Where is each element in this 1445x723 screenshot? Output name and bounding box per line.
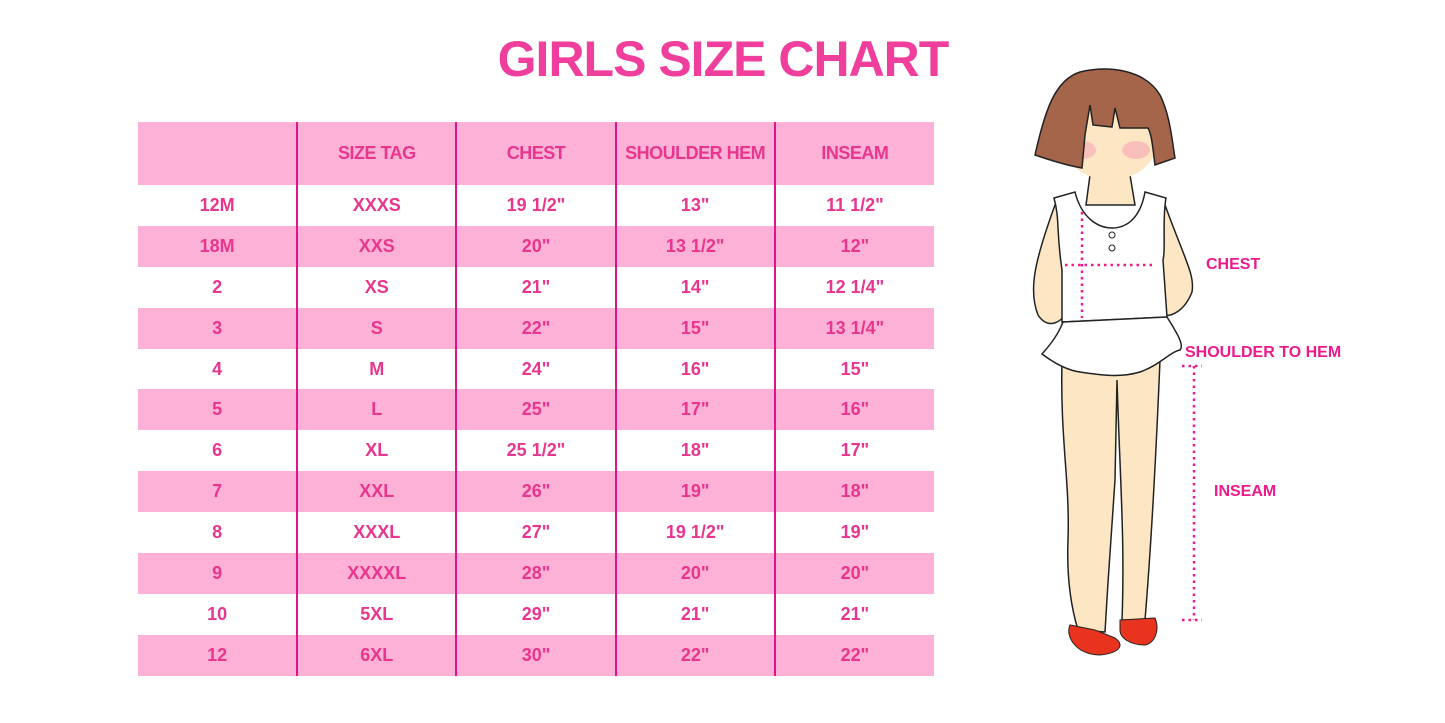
table-cell: 29" [455,593,616,635]
table-row: 6 XL 25 1/2" 18" 17" [138,430,934,472]
table-cell: 12" [773,225,934,267]
table-row: 5 L 25" 17" 16" [138,389,934,431]
legs [1060,359,1161,633]
table-cell: 19 1/2" [455,185,616,226]
table-row: 4 M 24" 16" 15" [138,348,934,390]
table-cell: 6 [212,440,223,461]
table-cell: 17" [773,430,934,472]
table-cell: 4 [212,358,223,379]
table-header-row: SIZE TAG CHEST SHOULDER HEM INSEAM [138,122,934,185]
table-cell: 17" [614,389,775,431]
table-cell: 25 1/2" [455,430,616,472]
chest-label: CHEST [1206,256,1261,273]
table-row: 12 6XL 30" 22" 22" [138,634,934,676]
table-cell: 10 [207,603,228,624]
hair [1034,68,1176,169]
table-cell: 25" [455,389,616,431]
table-cell: 5 [138,389,298,431]
table-cell: 30" [455,634,616,676]
header-cell: SIZE TAG [296,122,457,185]
table-cell: 8 [212,522,223,543]
table-cell: XXXS [296,185,457,226]
table-cell: 13 1/2" [614,225,775,267]
table-cell: 13 1/4" [773,307,934,349]
table-cell: 18" [773,471,934,513]
table-cell: 6XL [296,634,457,676]
table-cell: 5XL [296,593,457,635]
table-cell: 19 1/2" [614,512,775,554]
table-cell: 2 [212,276,223,297]
table-cell: 21" [614,593,775,635]
page-title: GIRLS SIZE CHART [497,31,950,87]
table-cell: 9 [138,553,298,594]
skirt [1040,316,1182,377]
inseam-label: INSEAM [1214,483,1277,500]
table-cell: L [296,389,457,431]
table-cell: 19" [773,512,934,554]
table-cell: 26" [455,471,616,513]
table-cell: 24" [455,348,616,390]
header-cell: INSEAM [773,122,934,185]
table-cell: 22" [455,307,616,349]
table-cell: 28" [455,553,616,594]
table-cell: 20" [614,553,775,594]
table-row: 10 5XL 29" 21" 21" [138,593,934,635]
table-cell: 12 1/4" [773,266,934,308]
table-cell: 7 [138,471,298,513]
table-cell: XXL [296,471,457,513]
table-cell: 15" [614,307,775,349]
table-row: 2 XS 21" 14" 12 1/4" [138,266,934,308]
table-cell: 12M [199,194,235,215]
table-cell: 12 [138,634,298,676]
table-row: 18M XXS 20" 13 1/2" 12" [138,225,934,267]
table-cell: 19" [614,471,775,513]
girl-illustration: CHEST SHOULDER TO HEM INSEAM [1020,60,1380,670]
table-cell: 20" [773,553,934,594]
table-cell: 27" [455,512,616,554]
table-cell: 18" [614,430,775,472]
table-cell: 20" [455,225,616,267]
girl-figure-drawing [1032,68,1202,656]
table-cell: 22" [614,634,775,676]
table-cell: M [296,348,457,390]
table-cell: 15" [773,348,934,390]
table-row: 8 XXXL 27" 19 1/2" 19" [138,512,934,554]
table-row: 9 XXXXL 28" 20" 20" [138,553,934,594]
table-cell: 14" [614,266,775,308]
table-cell: 16" [614,348,775,390]
table-cell: 18M [138,225,298,267]
table-cell: XXXL [296,512,457,554]
size-table: SIZE TAG CHEST SHOULDER HEM INSEAM 12M XX… [138,122,934,676]
header-cell: SHOULDER HEM [614,122,775,185]
table-cell: 16" [773,389,934,431]
table-cell: 21" [773,593,934,635]
right-shoe [1119,617,1158,646]
table-row: 7 XXL 26" 19" 18" [138,471,934,513]
table-row: 3 S 22" 15" 13 1/4" [138,307,934,349]
table-cell: 3 [138,307,298,349]
table-cell: 11 1/2" [773,185,934,226]
left-shoe [1068,624,1121,656]
table-cell: 22" [773,634,934,676]
table-cell: 13" [614,185,775,226]
table-cell: XL [296,430,457,472]
table-cell: XS [296,266,457,308]
table-cell: XXXXL [296,553,457,594]
table-cell: S [296,307,457,349]
table-cell: XXS [296,225,457,267]
header-cell: CHEST [455,122,616,185]
table-row: 12M XXXS 19 1/2" 13" 11 1/2" [138,185,934,226]
table-cell: 21" [455,266,616,308]
shoulder-to-hem-label: SHOULDER TO HEM [1185,344,1342,361]
header-cell [138,122,298,185]
shirt [1053,191,1168,323]
